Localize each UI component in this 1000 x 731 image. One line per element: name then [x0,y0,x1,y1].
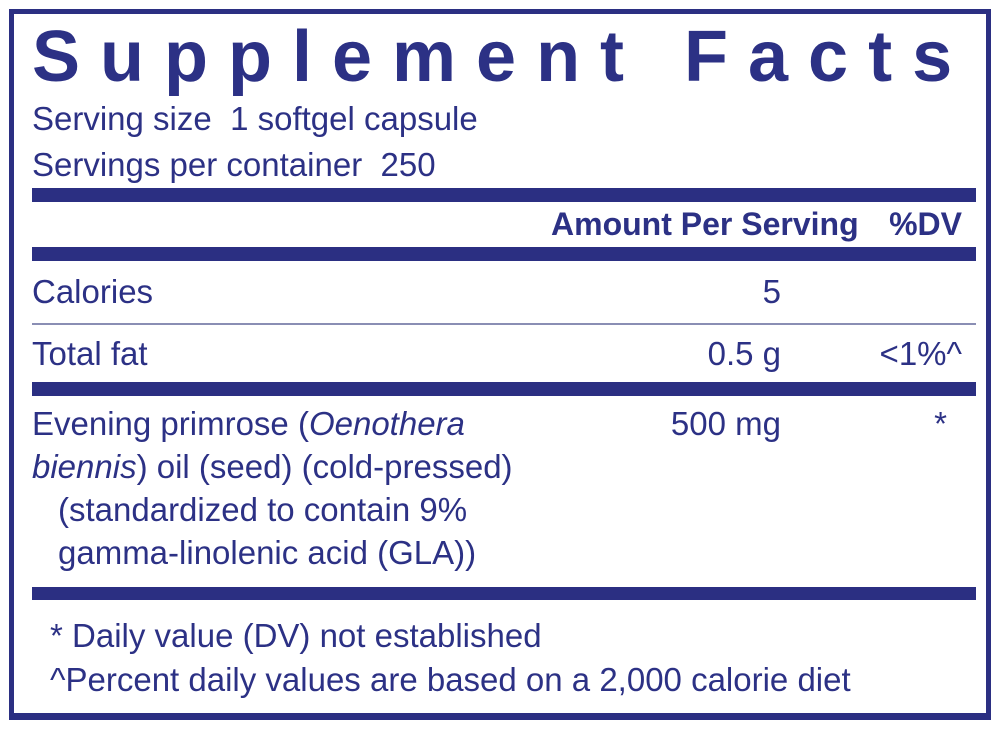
nutrient-row-total-fat: Total fat 0.5 g <1%^ [32,325,976,382]
footnote-percent-daily-values: ^Percent daily values are based on a 2,0… [50,661,851,698]
ingredient-latin-name: biennis [32,448,137,485]
label-content: Supplement Facts Serving size 1 softgel … [14,19,986,702]
label-border-box: Supplement Facts Serving size 1 softgel … [9,9,991,720]
column-header-row: Amount Per Serving %DV [32,202,976,247]
ingredient-row: Evening primrose (Oenothera biennis) oil… [32,396,976,587]
footnote-dv-not-established: * Daily value (DV) not established [50,617,542,654]
ingredient-name-line-1: Evening primrose (Oenothera [32,402,551,445]
separator-bar-thick-1 [32,188,976,202]
nutrient-amount: 0.5 g [707,334,781,372]
nutrient-name: Calories [32,273,154,310]
nutrient-name: Total fat [32,334,148,372]
ingredient-name: Evening primrose (Oenothera biennis) oil… [32,402,551,574]
separator-bar-thick-2 [32,247,976,261]
ingredient-text: ) oil (seed) (cold-pressed) [136,448,513,485]
separator-bar-thick-3 [32,382,976,396]
ingredient-name-line-4: gamma-linolenic acid (GLA)) [58,534,477,571]
footnotes: * Daily value (DV) not established ^Perc… [32,600,976,702]
dv-header: %DV [889,206,962,242]
nutrient-dv: <1%^ [879,334,962,372]
serving-size-line: Serving size 1 softgel capsule [32,100,478,137]
ingredient-name-line-3: (standardized to contain 9% [58,491,468,528]
amount-per-serving-header: Amount Per Serving [551,206,859,242]
ingredient-amount: 500 mg [670,405,781,442]
row-divider [32,323,976,325]
page-title: Supplement Facts [32,17,973,97]
separator-bar-thick-4 [32,587,976,600]
ingredient-latin-name: Oenothera [308,405,465,442]
servings-per-container-line: Servings per container 250 [32,146,436,183]
ingredient-name-line-2: biennis) oil (seed) (cold-pressed) [32,445,551,488]
ingredient-dv-asterisk: * [934,405,947,442]
nutrient-row-calories: Calories 5 [32,261,976,323]
ingredient-text: Evening primrose ( [32,405,309,442]
nutrient-amount: 5 [762,273,781,310]
